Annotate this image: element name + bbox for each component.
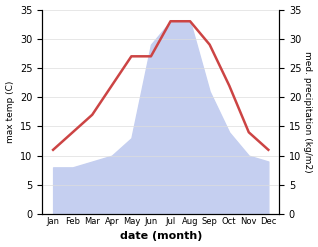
Y-axis label: med. precipitation (kg/m2): med. precipitation (kg/m2) — [303, 51, 313, 173]
X-axis label: date (month): date (month) — [120, 231, 202, 242]
Y-axis label: max temp (C): max temp (C) — [5, 81, 15, 143]
